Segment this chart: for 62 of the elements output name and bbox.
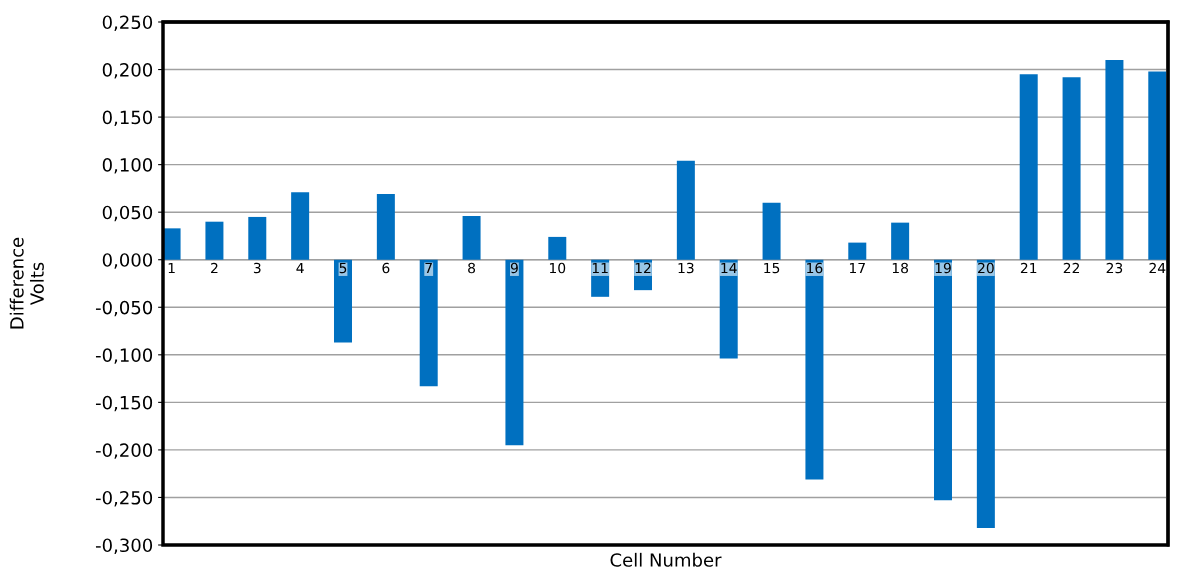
bar — [163, 228, 181, 260]
x-tick-label: 24 — [1149, 262, 1166, 274]
x-tick-label: 7 — [425, 262, 432, 274]
y-tick-label: 0,050 — [102, 205, 153, 222]
bar — [591, 259, 610, 297]
bar — [976, 259, 995, 528]
y-tick-label: -0,150 — [95, 395, 153, 412]
x-tick-label: 19 — [935, 262, 951, 274]
bar — [762, 202, 781, 260]
x-tick-label: 14 — [721, 262, 737, 274]
bar — [1105, 60, 1124, 260]
bar — [205, 221, 224, 260]
x-tick-label: 18 — [892, 262, 909, 274]
bar — [334, 259, 352, 343]
x-tick-label: 17 — [849, 262, 865, 274]
bar — [248, 216, 267, 260]
bar — [291, 192, 310, 260]
bar — [462, 215, 481, 260]
x-tick-label: 4 — [296, 262, 304, 274]
bar — [719, 259, 738, 359]
bar — [891, 222, 910, 260]
x-tick-label: 1 — [168, 262, 175, 274]
bar — [1148, 71, 1167, 260]
bar — [934, 259, 952, 501]
x-tick-label: 13 — [678, 262, 694, 274]
bar — [805, 259, 824, 480]
y-tick-label: -0,250 — [95, 490, 153, 507]
x-tick-label: 10 — [549, 262, 566, 274]
y-tick-label: -0,200 — [95, 443, 153, 459]
x-tick-label: 12 — [635, 262, 651, 274]
x-tick-label: 6 — [382, 262, 390, 274]
bar — [848, 242, 867, 260]
x-tick-label: 16 — [807, 262, 823, 274]
y-tick-label: 0,200 — [102, 63, 153, 79]
x-tick-label: 20 — [978, 262, 994, 274]
y-tick-label: -0,100 — [95, 348, 153, 364]
y-axis-title: Difference Volts — [9, 237, 44, 329]
x-tick-label: 9 — [510, 262, 518, 274]
bar — [634, 259, 652, 291]
y-tick-label: -0,050 — [95, 300, 153, 317]
x-tick-label: 5 — [339, 262, 347, 274]
bar — [548, 236, 567, 260]
bar — [376, 194, 395, 260]
x-tick-label: 2 — [211, 262, 218, 274]
bar — [1019, 74, 1038, 260]
x-tick-label: 22 — [1063, 262, 1080, 274]
x-tick-label: 23 — [1106, 262, 1123, 274]
y-tick-label: -0,300 — [95, 538, 153, 554]
x-tick-label: 8 — [468, 262, 476, 274]
bar — [419, 259, 438, 387]
x-tick-label: 21 — [1020, 262, 1037, 274]
y-tick-label: 0,150 — [102, 110, 153, 127]
bar — [1062, 77, 1081, 260]
bar — [676, 160, 695, 260]
y-tick-label: 0,000 — [102, 253, 153, 269]
x-tick-label: 11 — [592, 262, 608, 274]
x-tick-label: 3 — [253, 262, 261, 274]
bar — [505, 259, 524, 446]
y-tick-label: 0,100 — [102, 158, 153, 174]
x-tick-label: 15 — [764, 262, 780, 274]
y-tick-label: 0,250 — [102, 15, 153, 31]
x-axis-title: Cell Number — [610, 552, 722, 567]
